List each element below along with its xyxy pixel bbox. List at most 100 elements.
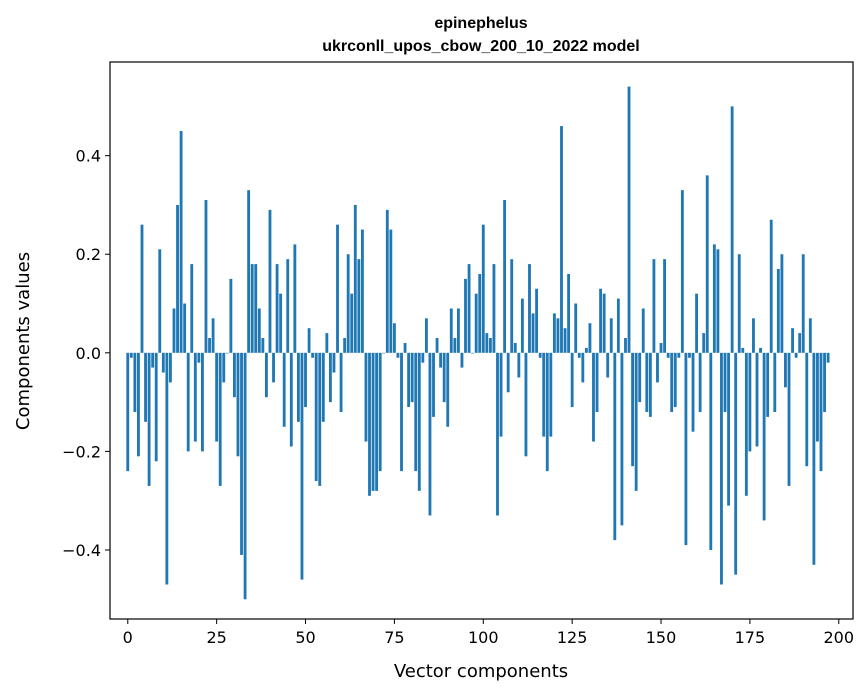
bar: [126, 352, 130, 472]
bar: [499, 352, 503, 437]
bar: [698, 352, 702, 412]
bar: [186, 352, 190, 452]
bar: [801, 254, 805, 353]
bar: [762, 352, 766, 521]
bar: [332, 352, 336, 373]
bar: [314, 352, 318, 481]
y-tick-label: 0.0: [76, 344, 101, 363]
bar: [268, 209, 272, 353]
bar: [531, 313, 535, 353]
bar: [776, 269, 780, 353]
bar: [240, 352, 243, 555]
x-axis-ticks: 0 25 50 75 100 125 150 175 200: [123, 619, 854, 647]
bar: [350, 293, 354, 353]
bar: [218, 352, 222, 486]
bar: [172, 308, 176, 353]
bar: [250, 264, 254, 353]
bar: [289, 352, 293, 447]
bar: [652, 259, 656, 353]
bar: [787, 352, 791, 486]
bar: [375, 352, 379, 491]
bar: [574, 303, 578, 353]
bar: [492, 264, 496, 353]
bar: [407, 352, 411, 408]
bar: [581, 352, 585, 383]
bar: [144, 352, 147, 422]
y-tick-label: 0.2: [76, 245, 101, 264]
x-tick-label: 200: [824, 628, 855, 647]
bar: [794, 352, 798, 358]
bar: [780, 254, 784, 353]
bar: [716, 249, 720, 353]
plot-frame: [109, 61, 854, 620]
bar: [467, 264, 471, 353]
bar: [577, 352, 581, 358]
bar: [808, 318, 812, 353]
bar: [552, 313, 556, 353]
bar: [616, 298, 620, 353]
bar: [169, 352, 172, 383]
bar: [542, 352, 546, 437]
bar: [190, 264, 194, 353]
bar: [584, 347, 588, 353]
x-tick-label: 50: [295, 628, 315, 647]
bar: [471, 352, 475, 354]
bar: [695, 293, 698, 353]
bar: [641, 308, 645, 353]
bar: [140, 224, 144, 353]
bar: [304, 352, 307, 408]
bar: [222, 352, 226, 383]
bar: [627, 86, 631, 353]
bar: [176, 204, 179, 353]
bar: [456, 308, 460, 353]
bar: [215, 352, 219, 442]
bar: [453, 338, 457, 353]
bar: [677, 352, 681, 358]
bar: [524, 352, 528, 457]
bar: [538, 352, 542, 358]
bar: [233, 352, 236, 398]
bar: [247, 190, 251, 353]
bar: [197, 352, 201, 363]
bar: [613, 352, 617, 541]
bar: [449, 308, 453, 353]
bar: [503, 200, 507, 353]
bar: [311, 352, 315, 358]
x-axis-label: Vector components: [394, 661, 568, 682]
bar: [300, 352, 304, 580]
bar: [343, 338, 347, 353]
bar: [236, 352, 240, 457]
bar: [634, 352, 638, 491]
bar: [513, 342, 517, 353]
bar: [286, 259, 290, 353]
bar: [709, 352, 713, 550]
bar: [791, 328, 794, 353]
bar: [265, 352, 268, 398]
bar: [556, 318, 560, 353]
bar: [702, 333, 706, 353]
bar: [432, 352, 435, 417]
x-tick-label: 125: [557, 628, 588, 647]
bar: [624, 338, 627, 353]
bar: [257, 308, 261, 353]
bar: [517, 352, 521, 378]
bar: [691, 352, 695, 432]
bar: [439, 352, 443, 368]
bar: [261, 338, 265, 353]
x-tick-label: 0: [123, 628, 133, 647]
bar: [602, 293, 606, 353]
bar: [293, 244, 297, 353]
bar: [357, 259, 361, 353]
bar: [723, 352, 727, 412]
bar: [392, 323, 396, 353]
bar: [137, 352, 140, 457]
bar: [321, 352, 325, 422]
bar: [385, 209, 389, 353]
bar: [133, 352, 137, 412]
y-axis-ticks: −0.4 −0.2 0.0 0.2 0.4: [62, 147, 110, 560]
bar: [545, 352, 549, 472]
bar: [769, 219, 773, 353]
bar: [442, 352, 446, 403]
bar: [410, 352, 414, 403]
